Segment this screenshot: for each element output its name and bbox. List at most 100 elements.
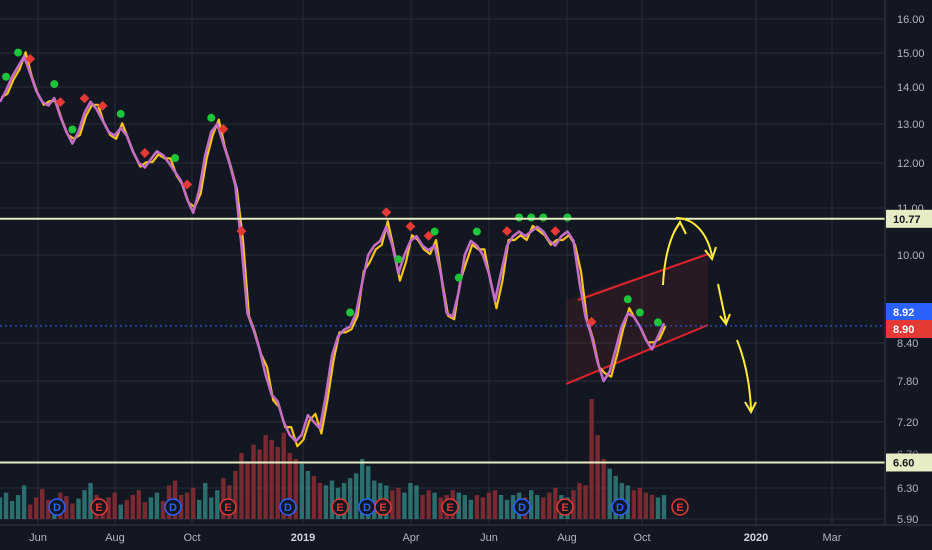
volume-bar [420, 495, 425, 519]
x-axis-tick-label: Oct [183, 532, 200, 544]
event-marker-circle[interactable] [374, 498, 392, 516]
sell-signal-marker [218, 124, 229, 134]
volume-bar [631, 490, 637, 519]
volume-bar [595, 435, 600, 519]
annotation-arrow-down-1 [717, 283, 727, 323]
event-marker-circle[interactable] [513, 498, 531, 516]
volume-bar [498, 495, 504, 519]
annotation-arrow-down-2 [736, 339, 752, 411]
volume-bar [15, 495, 21, 519]
buy-signal-marker [171, 154, 180, 162]
price-line [0, 55, 666, 443]
event-marker-circle[interactable] [164, 498, 182, 516]
channel-upper-line [577, 253, 709, 301]
event-marker-label: E [336, 502, 343, 514]
event-marker-circle[interactable] [611, 498, 629, 516]
event-marker-label: D [616, 502, 624, 514]
volume-bar [142, 502, 148, 519]
event-marker-circle[interactable] [279, 498, 297, 516]
sell-signal-marker [550, 226, 561, 237]
event-marker-circle[interactable] [48, 498, 66, 516]
event-marker-circle[interactable] [441, 498, 459, 516]
buy-signal-marker [50, 80, 59, 89]
volume-bar [637, 487, 643, 519]
volume-bar [480, 497, 486, 519]
event-marker-circle[interactable] [90, 498, 108, 516]
y-axis-tick-label: 5.90 [897, 514, 918, 526]
buy-signal-marker [430, 227, 439, 236]
volume-bar [372, 480, 377, 519]
buy-signal-marker [653, 318, 662, 327]
volume-bar [347, 478, 353, 519]
volume-bar [661, 495, 667, 519]
volume-bar [529, 490, 534, 519]
channel-lower-line [565, 324, 709, 385]
volume-bar [553, 487, 558, 519]
volume-bar [583, 485, 588, 519]
volume-bar [9, 501, 15, 519]
event-marker-circle[interactable] [331, 498, 349, 516]
volume-bar [148, 497, 154, 519]
event-marker-label: E [446, 502, 453, 514]
x-axis-tick-label: Aug [557, 532, 577, 544]
volume-bar [492, 490, 498, 519]
volume-bar [112, 492, 117, 519]
volume-bar [414, 485, 419, 519]
x-axis-tick-label: Mar [823, 532, 842, 544]
sell-signal-marker [139, 148, 150, 158]
volume-bar [130, 495, 135, 519]
event-marker-label: D [53, 502, 61, 514]
volume-bar [402, 492, 407, 519]
time-axis-panel [0, 525, 932, 550]
volume-bar [0, 497, 3, 519]
buy-signal-marker [454, 273, 463, 282]
y-axis-tick-label: 7.80 [897, 376, 918, 388]
volume-bar [197, 499, 202, 519]
volume-bar [3, 492, 9, 519]
sell-signal-marker [79, 93, 90, 104]
volume-bar [70, 503, 75, 519]
channel-fill [566, 254, 708, 384]
event-marker-circle[interactable] [671, 498, 689, 516]
volume-bar [305, 471, 311, 519]
volume-bar [649, 495, 655, 519]
y-axis-tick-label: 8.40 [897, 338, 918, 350]
volume-bar [233, 471, 238, 519]
event-marker-circle[interactable] [219, 498, 237, 516]
y-axis-tick-label: 7.20 [897, 417, 918, 429]
volume-bar [40, 489, 45, 519]
volume-bar [535, 495, 540, 519]
volume-bar [311, 475, 317, 519]
y-axis-tick-label: 15.00 [897, 48, 925, 60]
level-price-badge-label: 6.60 [893, 458, 914, 470]
buy-signal-marker [2, 72, 11, 81]
current-price-badge [886, 303, 932, 321]
volume-bar [486, 492, 492, 519]
annotation-arrowhead-right-down [704, 246, 717, 262]
volume-bar [263, 435, 268, 519]
sell-signal-marker [381, 207, 392, 218]
y-axis-tick-label: 13.00 [897, 119, 925, 131]
volume-bar [82, 490, 87, 519]
buy-signal-marker [68, 125, 77, 134]
buy-signal-marker [527, 213, 536, 222]
buy-signal-marker [14, 48, 23, 57]
volume-bar [287, 453, 292, 519]
volume-bar [541, 497, 546, 519]
buy-signal-marker [539, 213, 548, 222]
event-marker-circle[interactable] [556, 498, 574, 516]
event-marker-label: D [363, 502, 371, 514]
volume-bar [317, 483, 323, 519]
volume-bar [269, 439, 274, 519]
volume-bar [184, 492, 190, 519]
volume-bar [589, 399, 594, 519]
annotation-arrowhead-down-1 [719, 313, 731, 327]
volume-bar [124, 499, 129, 519]
y-axis-tick-label: 6.30 [897, 483, 918, 495]
y-axis-tick-label: 14.00 [897, 82, 925, 94]
sell-signal-marker [502, 226, 513, 237]
event-marker-label: D [169, 502, 177, 514]
buy-signal-marker [515, 213, 524, 222]
volume-bar [118, 504, 123, 519]
annotation-arrowhead-down-2 [744, 401, 757, 415]
